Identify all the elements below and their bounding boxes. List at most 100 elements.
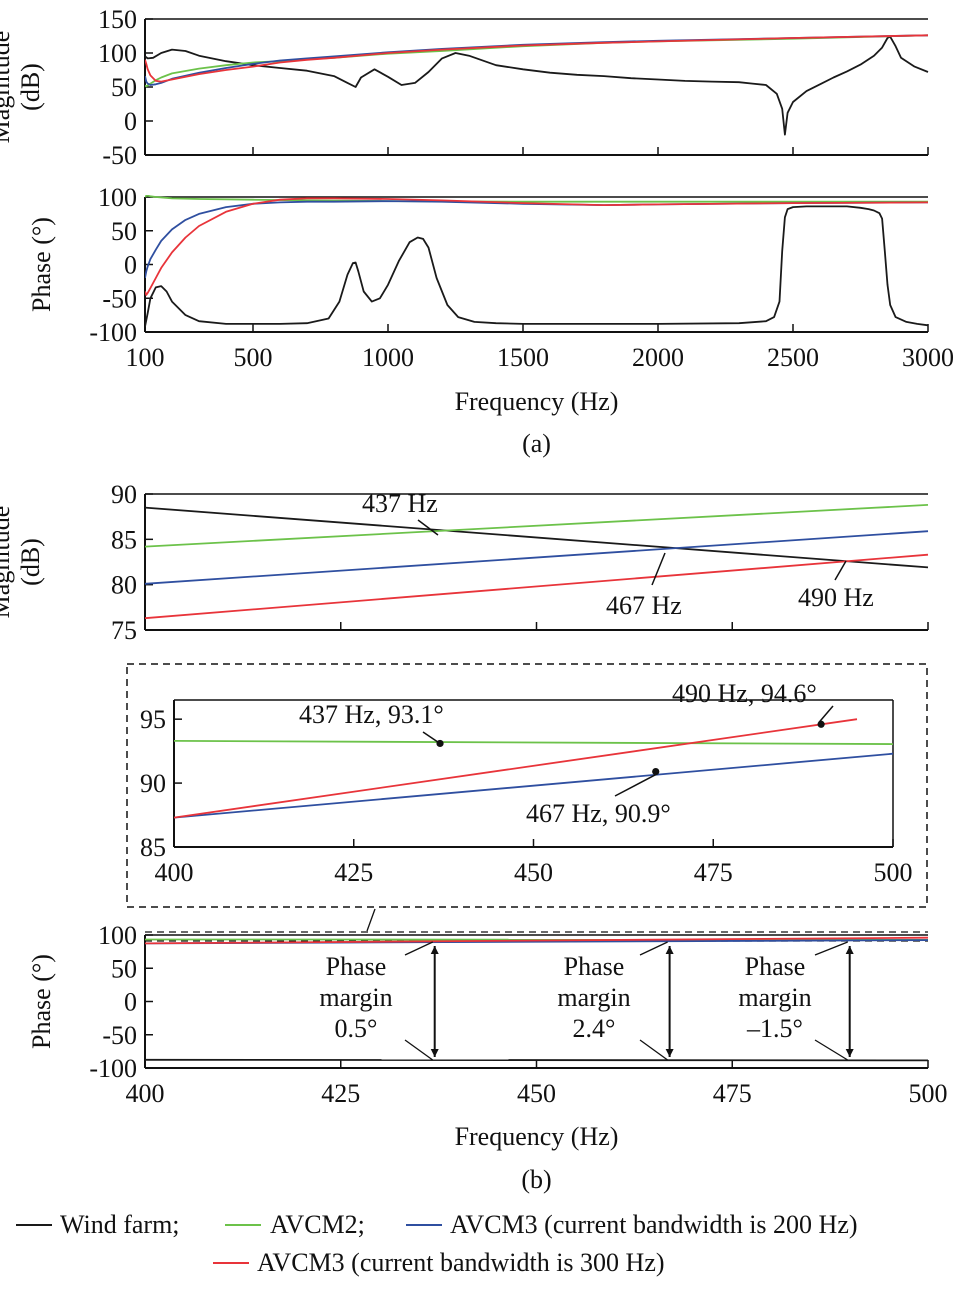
y-tick-label: -100 [89, 1054, 137, 1083]
wf-line [144, 506, 929, 569]
legend-label: AVCM3 (current bandwidth is 300 Hz) [257, 1248, 665, 1277]
x-tick-label: 2500 [767, 343, 819, 372]
avcm3_300-line [145, 34, 929, 83]
y-tick-label: 50 [111, 954, 137, 983]
y-axis-label: Phase (°) [27, 954, 56, 1049]
x-tick-label: 500 [234, 343, 273, 372]
b-magnitude-series [144, 504, 929, 620]
y-tick-label: 90 [111, 480, 137, 509]
x-axis-label: Frequency (Hz) [455, 387, 619, 416]
avcm3_200-line [173, 752, 894, 819]
annotation-text: 437 Hz, 93.1° [299, 700, 444, 729]
wf-line [145, 1058, 929, 1062]
y-tick-label: -50 [102, 141, 137, 170]
y-tick-label: 90 [140, 769, 166, 798]
avcm3_300-line [173, 718, 858, 819]
annotation-leader [404, 1039, 434, 1061]
inset-dashed-frame [126, 663, 928, 908]
y-tick-label: 85 [140, 833, 166, 862]
y-tick-label: 100 [98, 183, 137, 212]
y-tick-label: 75 [111, 616, 137, 645]
b-magnitude-annotations: 437 Hz 467 Hz 490 Hz [362, 489, 874, 620]
x-tick-label: 425 [334, 858, 373, 887]
avcm2-line [173, 740, 894, 745]
avcm2-line [144, 504, 929, 548]
y-tick-label: 150 [98, 5, 137, 34]
x-tick-label: 400 [155, 858, 194, 887]
y-tick-label: -100 [89, 318, 137, 347]
phase-margin-text: Phase [564, 952, 625, 981]
annotation-leader [834, 560, 847, 581]
x-tick-label: 500 [874, 858, 913, 887]
y-tick-label: 50 [111, 217, 137, 246]
avcm3_300-line [144, 553, 929, 620]
caption: (a) [522, 429, 551, 458]
phase-margin-text: –1.5° [746, 1014, 803, 1043]
y-axis-label: Magnitude [0, 506, 15, 619]
marker-point [817, 720, 825, 728]
phase-margin-text: 2.4° [573, 1014, 616, 1043]
legend: Wind farm; AVCM2; AVCM3 (current bandwidth… [16, 1210, 858, 1277]
phase-margin-text: margin [557, 983, 630, 1012]
x-tick-label: 1000 [362, 343, 414, 372]
inset-annotations: 437 Hz, 93.1° 467 Hz, 90.9° 490 Hz, 94.6° [299, 679, 834, 828]
a-magnitude-series [145, 34, 929, 136]
annotation-leader [614, 772, 659, 797]
annotation-leader [404, 941, 433, 956]
y-tick-label: 0 [124, 251, 137, 280]
legend-label: Wind farm; [60, 1210, 180, 1239]
y-axis-label: (dB) [16, 63, 45, 111]
wf-line [145, 205, 929, 327]
a-phase-series [145, 195, 929, 327]
legend-label: AVCM2; [270, 1210, 365, 1239]
b-magnitude-axes: 90 85 80 75 Magnitude (dB) [0, 480, 929, 645]
y-tick-label: 100 [98, 921, 137, 950]
y-tick-label: 0 [124, 107, 137, 136]
annotation-leader [639, 941, 668, 956]
avcm3_200-line [145, 200, 929, 279]
x-tick-label: 475 [694, 858, 733, 887]
annotation-text: 490 Hz [798, 583, 874, 612]
a-magnitude-axes: 150 100 50 0 -50 Magnitude (dB) [0, 5, 929, 170]
b-phase-series [145, 936, 929, 1062]
phase-margin-text: Phase [745, 952, 806, 981]
y-tick-label: -50 [102, 1021, 137, 1050]
x-tick-label: 3000 [902, 343, 954, 372]
annotation-text: 467 Hz, 90.9° [526, 799, 671, 828]
avcm2-line [145, 34, 929, 88]
avcm3_200-line [144, 530, 929, 585]
x-tick-label: 450 [514, 858, 553, 887]
legend-item: AVCM3 (current bandwidth is 200 Hz) [406, 1210, 858, 1239]
phase-margin-text: 0.5° [335, 1014, 378, 1043]
avcm2-line [145, 195, 928, 203]
x-tick-label: 400 [126, 1079, 165, 1108]
caption: (b) [521, 1165, 551, 1194]
y-tick-label: 95 [140, 705, 166, 734]
annotation-leader [814, 1039, 849, 1061]
x-tick-label: 1500 [497, 343, 549, 372]
annotation-text: 467 Hz [606, 591, 682, 620]
annotation-text: 437 Hz [362, 489, 438, 518]
x-tick-label: 500 [909, 1079, 948, 1108]
annotation-text: 490 Hz, 94.6° [672, 679, 817, 708]
y-axis-label: Magnitude [0, 31, 15, 144]
phase-margin-text: Phase [326, 952, 387, 981]
y-tick-label: 50 [111, 73, 137, 102]
legend-item: AVCM2; [225, 1210, 365, 1239]
x-axis-label: Frequency (Hz) [455, 1122, 619, 1151]
wf-line [145, 35, 929, 136]
annotation-leader [818, 705, 834, 723]
annotation-leader [814, 941, 848, 956]
phase-margin-text: margin [319, 983, 392, 1012]
y-tick-label: 80 [111, 571, 137, 600]
legend-item: AVCM3 (current bandwidth is 300 Hz) [213, 1248, 665, 1277]
x-tick-label: 100 [126, 343, 165, 372]
x-tick-label: 475 [713, 1079, 752, 1108]
y-tick-label: -50 [102, 284, 137, 313]
x-tick-label: 425 [321, 1079, 360, 1108]
legend-item: Wind farm; [16, 1210, 180, 1239]
